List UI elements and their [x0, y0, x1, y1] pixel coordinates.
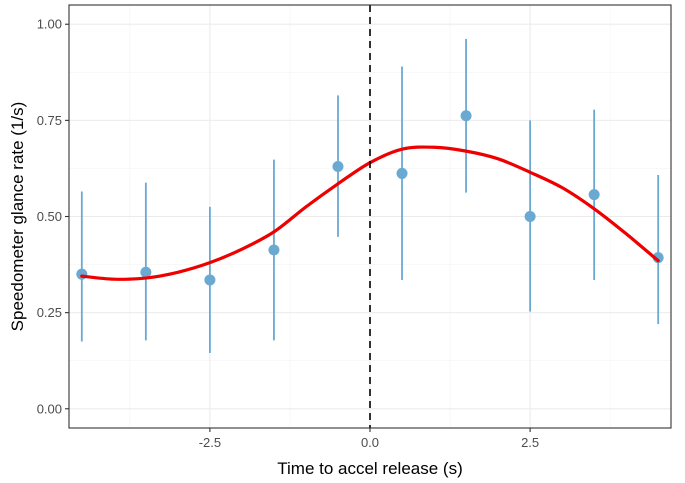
y-axis-title: Speedometer glance rate (1/s) — [8, 102, 27, 332]
data-point — [268, 244, 280, 256]
data-point — [588, 189, 600, 201]
x-tick-label: 0.0 — [361, 435, 379, 450]
data-point — [396, 167, 408, 179]
data-point — [204, 274, 216, 286]
y-tick-label: 0.00 — [37, 401, 62, 416]
data-point — [524, 211, 536, 222]
x-axis-ticks: -2.5 0.0 2.5 — [199, 428, 539, 450]
y-tick-label: 0.50 — [37, 209, 62, 224]
data-point — [332, 161, 344, 173]
data-point — [140, 266, 152, 278]
y-tick-label: 1.00 — [37, 17, 62, 32]
y-tick-label: 0.75 — [37, 113, 62, 128]
x-tick-label: 2.5 — [521, 435, 539, 450]
y-tick-label: 0.25 — [37, 305, 62, 320]
x-tick-label: -2.5 — [199, 435, 221, 450]
y-axis-ticks: 0.00 0.25 0.50 0.75 1.00 — [37, 17, 69, 416]
data-point — [460, 110, 472, 122]
x-axis-title: Time to accel release (s) — [277, 459, 462, 478]
